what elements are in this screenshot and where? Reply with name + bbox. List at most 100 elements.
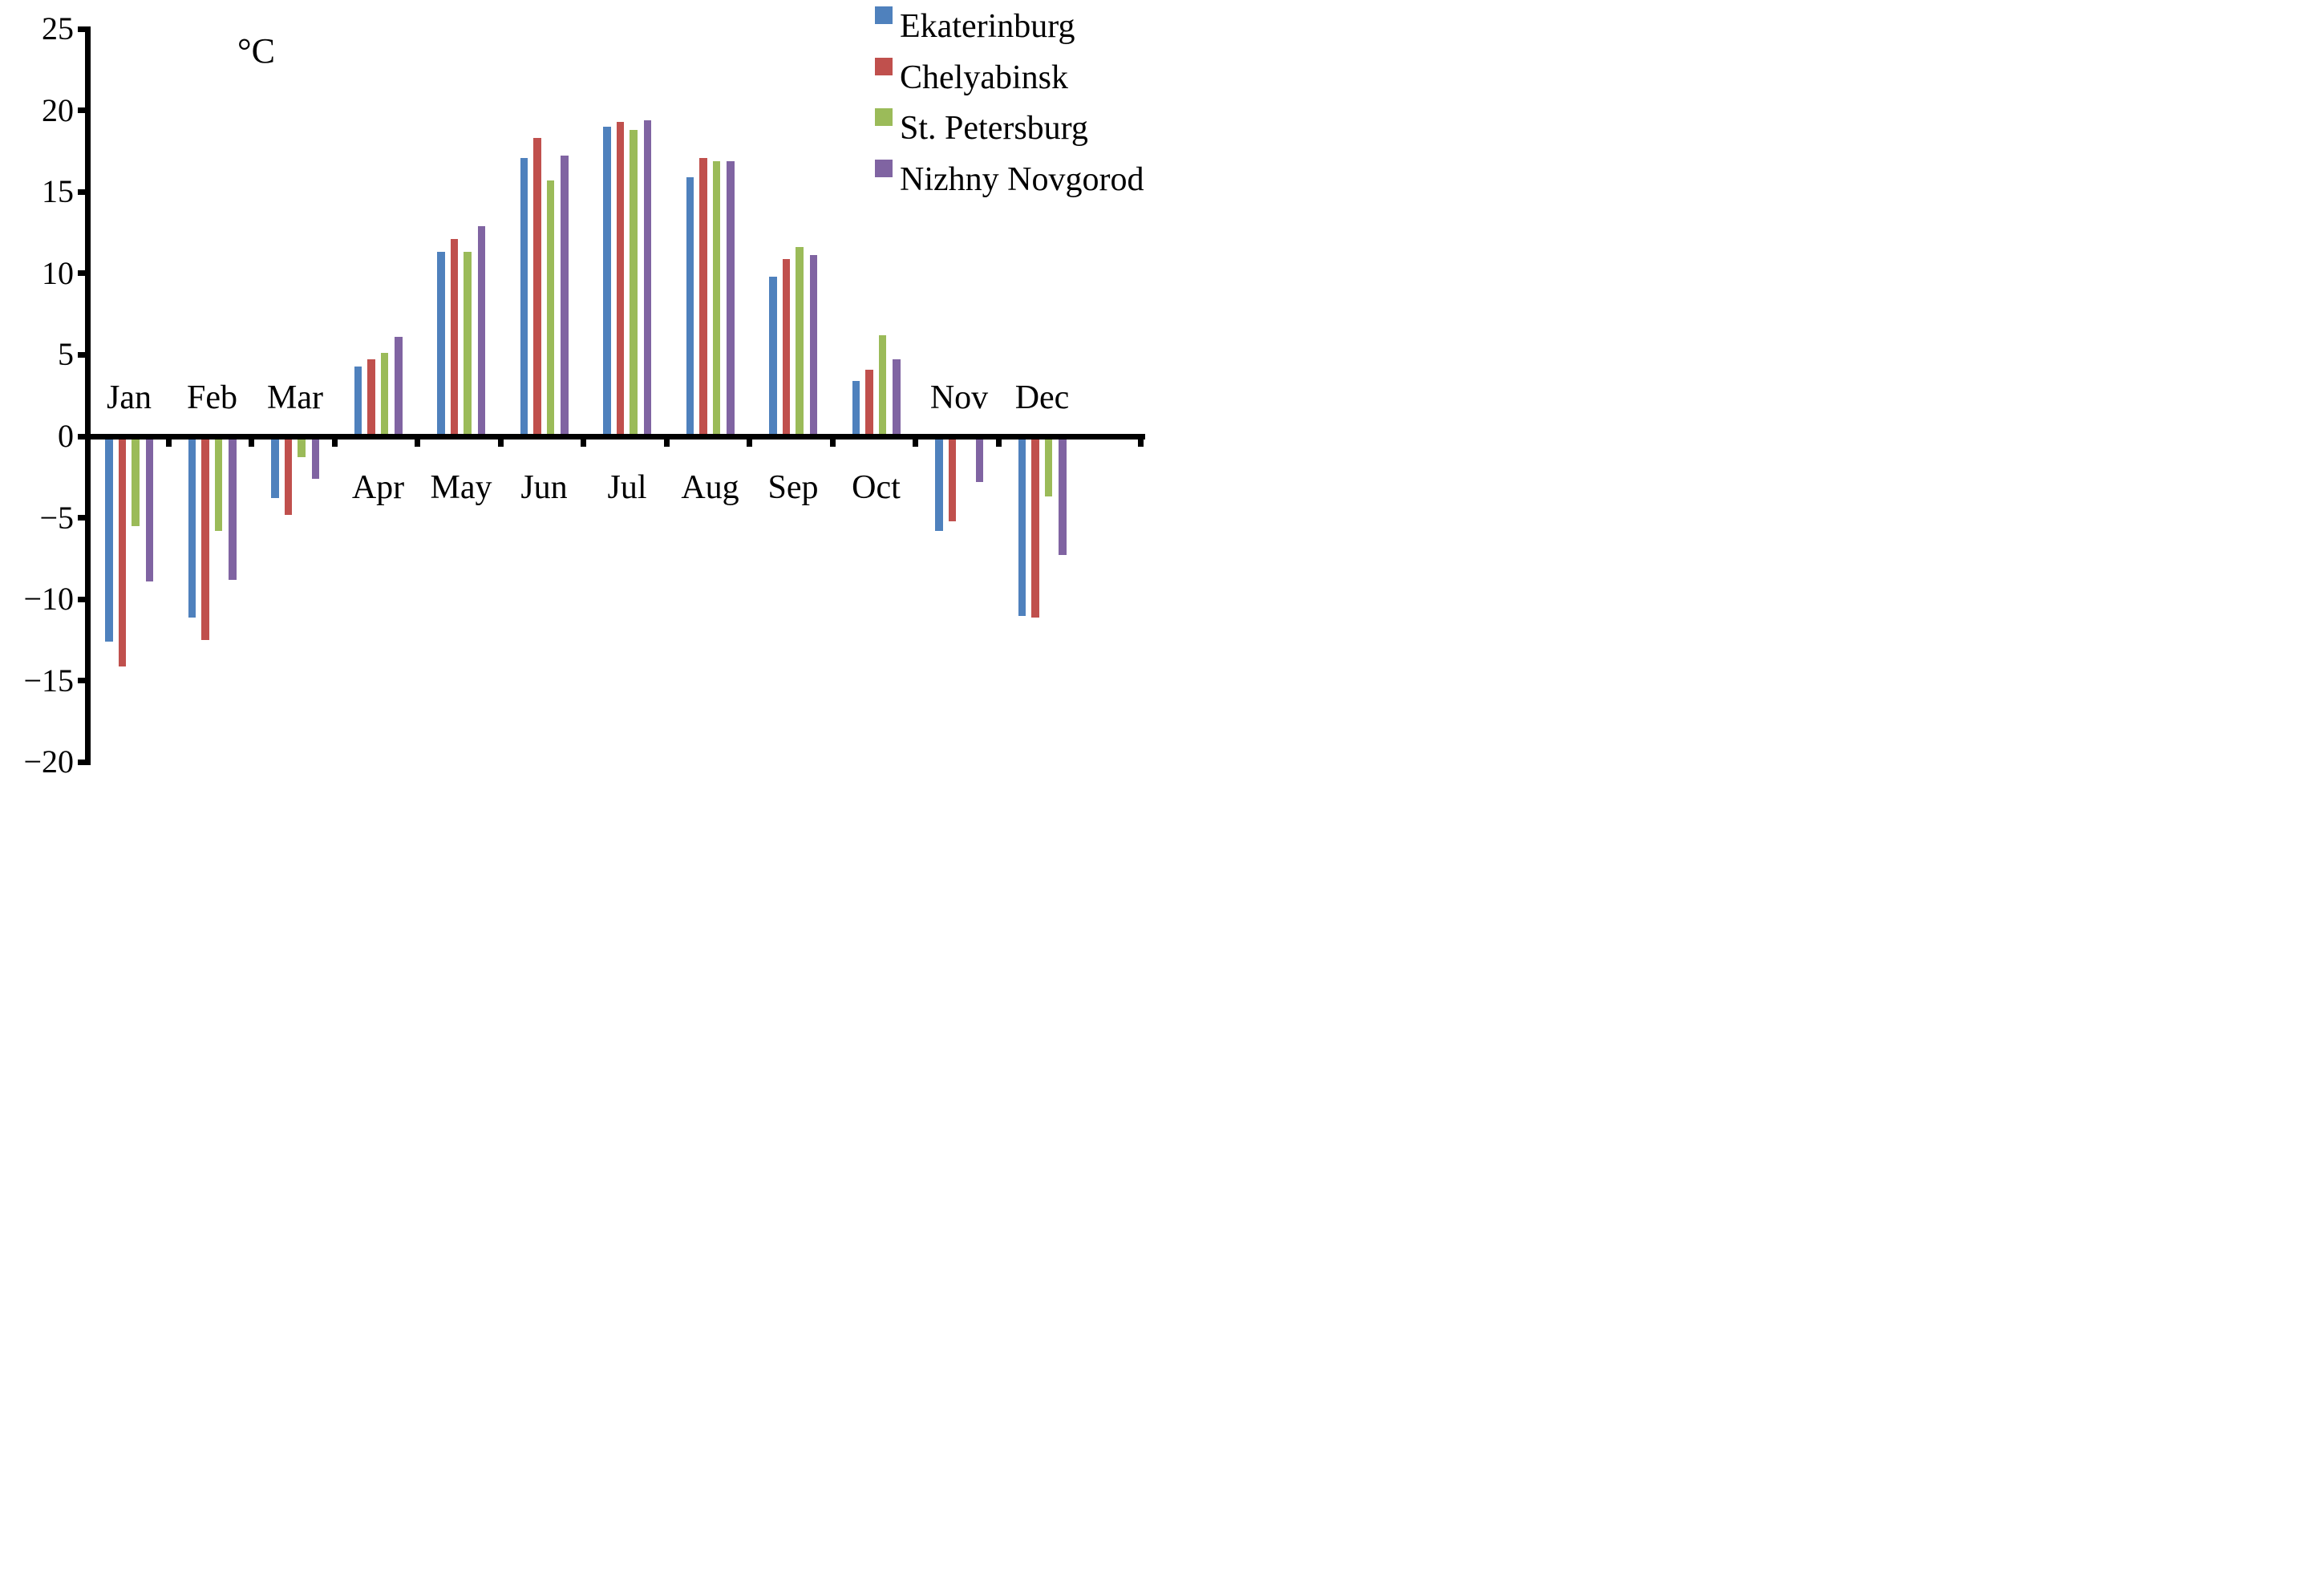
x-tick: [663, 433, 670, 447]
bar-chelyabinsk-may: [450, 239, 458, 440]
y-tick: [77, 26, 91, 32]
bar-nizhny-novgorod-jan: [145, 433, 153, 581]
y-tick: [77, 107, 91, 114]
bar-nizhny-novgorod-oct: [893, 359, 901, 440]
bar-ekaterinburg-nov: [935, 433, 943, 531]
y-axis-line: [84, 26, 91, 765]
bar-st-petersburg-jun: [546, 180, 554, 440]
y-tick-label: 5: [58, 336, 74, 373]
legend-swatch: [875, 160, 893, 178]
y-tick: [77, 515, 91, 521]
month-label-mar: Mar: [267, 379, 323, 416]
bar-st-petersburg-oct: [878, 335, 886, 440]
bar-ekaterinburg-may: [437, 252, 445, 440]
legend-swatch: [875, 57, 893, 75]
bar-nizhny-novgorod-jun: [561, 156, 569, 440]
month-label-jun: Jun: [520, 469, 568, 506]
bar-nizhny-novgorod-aug: [727, 160, 735, 440]
bar-nizhny-novgorod-apr: [395, 337, 403, 440]
x-tick: [415, 433, 420, 447]
x-axis-line: [84, 433, 1145, 440]
month-label-feb: Feb: [187, 379, 237, 416]
y-tick: [77, 188, 91, 195]
month-label-dec: Dec: [1014, 379, 1070, 416]
bar-st-petersburg-mar: [298, 433, 306, 458]
bar-chelyabinsk-nov: [948, 433, 956, 521]
y-tick: [77, 351, 91, 358]
bar-chelyabinsk-jul: [616, 121, 624, 440]
bar-nizhny-novgorod-jul: [643, 120, 651, 440]
month-label-aug: Aug: [681, 469, 739, 506]
month-label-apr: Apr: [351, 469, 405, 506]
y-tick: [77, 270, 91, 277]
bar-chelyabinsk-sep: [782, 258, 790, 440]
legend-swatch: [875, 6, 893, 24]
bar-st-petersburg-sep: [796, 247, 804, 440]
y-tick: [77, 433, 91, 440]
bar-ekaterinburg-sep: [769, 276, 777, 440]
bar-ekaterinburg-jul: [603, 126, 611, 440]
bar-nizhny-novgorod-may: [477, 225, 485, 440]
bar-chelyabinsk-jun: [533, 138, 541, 440]
x-tick: [331, 433, 338, 447]
y-tick: [77, 596, 91, 602]
temperature-bar-chart: °C 25 20 15 10 5 0 −5 −10 −15 −20 Jan Feb Mar Apr May J…: [0, 0, 1162, 794]
bar-st-petersburg-may: [464, 252, 472, 440]
bar-nizhny-novgorod-feb: [229, 433, 237, 580]
bar-st-petersburg-dec: [1044, 433, 1052, 497]
bar-st-petersburg-jul: [630, 129, 638, 440]
bar-chelyabinsk-oct: [865, 369, 873, 440]
x-tick: [747, 433, 752, 447]
y-tick: [77, 759, 91, 765]
x-tick: [497, 433, 504, 447]
bar-chelyabinsk-feb: [201, 433, 209, 640]
legend-label: Nizhny Novgorod: [900, 161, 1144, 199]
bar-st-petersburg-feb: [214, 433, 222, 531]
bar-ekaterinburg-apr: [354, 366, 362, 440]
bar-ekaterinburg-jun: [520, 157, 528, 440]
bar-st-petersburg-aug: [712, 160, 720, 440]
x-tick: [829, 433, 836, 447]
month-label-may: May: [430, 469, 492, 506]
y-tick-label: 20: [42, 91, 74, 128]
month-label-jan: Jan: [107, 379, 152, 416]
legend-label: Ekaterinburg: [900, 8, 1075, 45]
bar-ekaterinburg-aug: [686, 176, 694, 440]
bar-chelyabinsk-apr: [367, 359, 375, 440]
bar-chelyabinsk-jan: [118, 433, 126, 666]
bar-nizhny-novgorod-sep: [809, 255, 817, 440]
month-label-oct: Oct: [852, 469, 901, 506]
bar-ekaterinburg-feb: [188, 433, 196, 618]
y-tick-label: −10: [23, 581, 74, 618]
bar-ekaterinburg-dec: [1018, 433, 1026, 616]
x-tick: [165, 433, 172, 447]
bar-st-petersburg-apr: [380, 353, 388, 440]
y-tick-label: −20: [23, 743, 74, 780]
month-label-sep: Sep: [767, 469, 819, 506]
y-tick-label: 0: [58, 418, 74, 454]
month-label-nov: Nov: [929, 379, 989, 416]
bar-nizhny-novgorod-nov: [975, 433, 983, 482]
y-tick: [77, 678, 91, 684]
y-tick-label: 10: [42, 254, 74, 291]
bar-chelyabinsk-aug: [699, 157, 707, 440]
x-tick: [249, 433, 254, 447]
bar-ekaterinburg-oct: [852, 380, 860, 440]
legend-label: St. Petersburg: [900, 110, 1088, 148]
y-tick-label: 15: [42, 173, 74, 210]
x-axis-end-tick: [1138, 433, 1144, 447]
y-tick-label: 25: [42, 10, 74, 47]
x-tick: [581, 433, 586, 447]
bar-nizhny-novgorod-dec: [1059, 433, 1067, 556]
y-tick-label: −15: [23, 662, 74, 699]
y-tick-label: −5: [39, 499, 74, 536]
bar-st-petersburg-jan: [132, 433, 140, 526]
legend-label: Chelyabinsk: [900, 59, 1068, 96]
bar-chelyabinsk-dec: [1031, 433, 1039, 618]
bar-chelyabinsk-mar: [284, 433, 292, 515]
legend-swatch: [875, 108, 893, 127]
y-axis-unit-label: °C: [237, 31, 275, 71]
bar-ekaterinburg-jan: [105, 433, 113, 642]
bar-ekaterinburg-mar: [271, 433, 279, 499]
x-tick: [995, 433, 1002, 447]
